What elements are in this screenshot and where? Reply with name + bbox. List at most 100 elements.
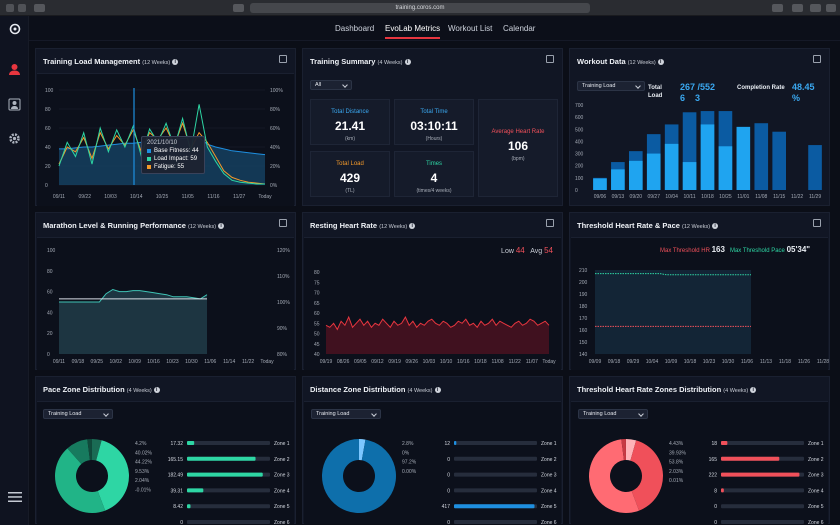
actual-bar — [611, 169, 625, 190]
tabs-icon[interactable] — [810, 4, 821, 12]
x-tick-label: 10/10 — [440, 359, 453, 365]
y-tick-label: 200 — [575, 164, 584, 170]
zone-bar-fill — [721, 488, 724, 493]
top-navigation: Dashboard EvoLab Metrics Workout List Ca… — [29, 16, 840, 41]
expand-icon[interactable] — [279, 55, 287, 63]
zone-name-label: Zone 4 — [541, 488, 557, 494]
y-tick-label: 40 — [47, 310, 53, 316]
x-tick-label: 09/29 — [627, 359, 640, 365]
pace-zone-panel: Pace Zone Distribution (4 Weeks) i Traini… — [35, 376, 296, 525]
sidebar-toggle-icon[interactable] — [34, 4, 45, 12]
expand-icon[interactable] — [546, 219, 554, 227]
info-icon[interactable]: i — [409, 223, 416, 230]
zone-percent-label: 4.43% — [669, 441, 684, 447]
y-tick-label: 140 — [579, 352, 588, 358]
x-tick-label: 11/06 — [204, 359, 216, 365]
profile-icon[interactable] — [6, 61, 23, 78]
zone-bar-fill — [187, 472, 263, 477]
y-tick-label: 80 — [47, 269, 53, 275]
threshold-pace-line — [595, 273, 751, 276]
y-tick-label: 500 — [575, 127, 584, 133]
summary-filter-select[interactable]: All — [310, 80, 352, 90]
zone-percent-label: 4.2% — [135, 441, 147, 447]
new-tab-icon[interactable] — [826, 4, 836, 12]
x-tick-label: 09/19 — [320, 359, 333, 365]
y-tick-label: 160 — [579, 328, 588, 334]
info-icon[interactable]: i — [657, 59, 664, 66]
zone-bar-fill — [187, 441, 195, 445]
planned-bar — [754, 123, 769, 190]
workout-filter-select[interactable]: Training Load — [577, 81, 645, 91]
y-tick-label: 55 — [314, 321, 320, 327]
download-icon[interactable] — [772, 4, 783, 12]
expand-icon[interactable] — [813, 55, 821, 63]
coros-logo-icon[interactable] — [6, 20, 23, 37]
zone-value-label: 0 — [714, 504, 717, 510]
planned-bar — [772, 131, 787, 190]
y-tick-label: 75 — [314, 280, 320, 286]
expand-icon[interactable] — [279, 219, 287, 227]
expand-icon[interactable] — [813, 219, 821, 227]
nav-calendar[interactable]: Calendar — [503, 24, 536, 33]
donut-slice — [626, 439, 637, 461]
nav-dashboard[interactable]: Dashboard — [335, 24, 375, 33]
x-tick-label: 09/22 — [78, 194, 91, 200]
y-tick-label: 45 — [314, 342, 320, 348]
x-tick-label: 11/16 — [207, 194, 219, 200]
window-minimize-dot[interactable] — [18, 4, 26, 12]
zone-value-label: 17.32 — [170, 441, 183, 447]
x-tick-label: Today — [258, 194, 272, 200]
pace-zone-body: Training Load 4.2% 40.02% 44.22% 9.53% 2.04%… — [37, 401, 294, 525]
settings-gear-icon[interactable] — [6, 130, 23, 147]
team-icon[interactable] — [6, 96, 23, 113]
donut-slice — [67, 439, 90, 465]
info-icon[interactable]: i — [172, 59, 179, 66]
zone-bar-track — [187, 441, 270, 445]
share-icon[interactable] — [792, 4, 803, 12]
zone-name-label: Zone 4 — [274, 488, 290, 494]
total-load-label: Total Load — [648, 85, 663, 99]
y2-tick-label: 0% — [270, 183, 278, 189]
y-tick-label: 150 — [579, 340, 588, 346]
x-tick-label: 09/18 — [72, 359, 85, 365]
expand-icon[interactable] — [546, 55, 554, 63]
y-tick-label: 200 — [579, 280, 588, 286]
info-icon[interactable]: i — [153, 387, 160, 394]
zone-value-label: 18 — [711, 441, 717, 447]
info-icon[interactable]: i — [712, 223, 719, 230]
completion-rate-label: Completion Rate — [737, 85, 785, 91]
pace-zone-chart: 4.2% 40.02% 44.22% 9.53% 2.04% -0.01% 17.32 Zon… — [54, 439, 290, 525]
nav-evolab-metrics[interactable]: EvoLab Metrics — [385, 16, 441, 41]
zone-percent-label: 9.53% — [135, 469, 150, 475]
nav-workout-list[interactable]: Workout List — [448, 24, 493, 33]
zone-value-label: 39.31 — [170, 488, 183, 494]
info-icon[interactable]: i — [434, 387, 441, 394]
zone-value-label: 0 — [180, 520, 183, 525]
distance-zone-filter-select[interactable]: Training Load — [311, 409, 381, 419]
actual-bar — [736, 126, 751, 190]
pace-zone-filter-select[interactable]: Training Load — [43, 409, 113, 419]
x-tick-label: 10/03 — [104, 194, 117, 200]
y-tick-label: 65 — [314, 301, 320, 307]
info-icon[interactable]: i — [404, 59, 411, 66]
info-icon[interactable]: i — [218, 223, 225, 230]
donut-slice — [589, 439, 640, 513]
x-tick-label: 10/30 — [185, 359, 198, 365]
y-tick-label: 0 — [575, 188, 578, 194]
donut-slice — [92, 439, 102, 461]
menu-hamburger-icon[interactable] — [6, 488, 23, 505]
x-tick-label: 09/19 — [388, 359, 401, 365]
performance-area — [59, 289, 207, 354]
actual-bar — [700, 124, 715, 190]
address-bar[interactable]: training.coros.com — [250, 3, 590, 13]
distance-zone-panel: Distance Zone Distribution (4 Weeks) i Tr… — [302, 376, 563, 525]
hr-zone-filter-select[interactable]: Training Load — [578, 409, 648, 419]
x-tick-label: 11/26 — [798, 359, 810, 365]
zone-bar-track — [454, 456, 537, 461]
y-tick-label: 190 — [579, 292, 588, 298]
y-tick-label: 170 — [579, 316, 588, 322]
reader-icon[interactable] — [233, 4, 244, 12]
window-close-dot[interactable] — [6, 4, 14, 12]
info-icon[interactable]: i — [750, 387, 757, 394]
x-tick-label: 10/02 — [109, 359, 122, 365]
